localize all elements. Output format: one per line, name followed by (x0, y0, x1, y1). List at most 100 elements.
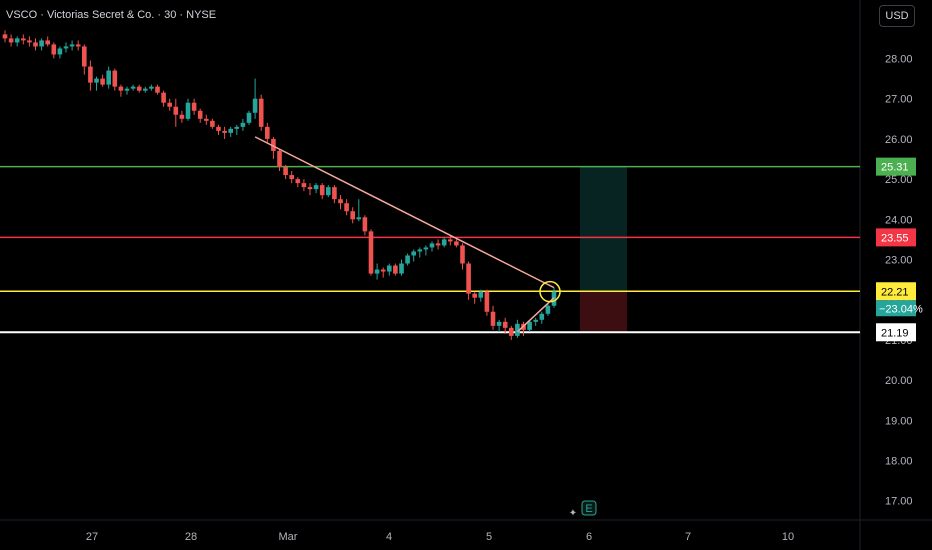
long-position-box (580, 166, 627, 333)
earnings-marker-label: E (585, 503, 592, 515)
candle-body (88, 66, 93, 83)
candle-body (210, 120, 215, 127)
highlight-circle (539, 280, 561, 303)
time-axis: 27 28 Mar 4 5 6 7 10 (86, 531, 794, 543)
candle-body (545, 305, 551, 314)
candle-body (295, 179, 301, 184)
candle-body (417, 249, 423, 252)
candle-body (319, 185, 325, 196)
price-tick-label: 26.00 (885, 134, 913, 146)
price-tick-label: 24.00 (885, 214, 913, 226)
candle-body (429, 243, 435, 248)
candle-body (350, 211, 355, 220)
candle-body (509, 327, 514, 336)
price-tick-label: 25.00 (885, 174, 913, 186)
candle-body (57, 48, 63, 55)
candle-body (2, 34, 8, 39)
candle-body (51, 44, 57, 55)
candle-body (179, 114, 185, 119)
candle-body (204, 118, 209, 121)
candle-body (301, 183, 307, 188)
price-tag-support (876, 323, 916, 342)
candle-body (112, 70, 118, 87)
candle-body (539, 313, 545, 320)
candle-body (21, 38, 26, 41)
candle-body (100, 78, 105, 85)
time-tick-label: 7 (685, 531, 691, 543)
candle-body (307, 187, 313, 190)
candle-body (289, 175, 294, 180)
candle-body (45, 40, 50, 45)
candle-body (362, 217, 368, 232)
candle-body (216, 126, 221, 131)
price-tag-resistance-label: 25.31 (881, 162, 909, 174)
candle-body (374, 269, 380, 274)
time-tick-label: 28 (185, 531, 197, 543)
price-tick-label: 19.00 (885, 415, 913, 427)
candle-body (143, 88, 148, 91)
candle-body (460, 245, 465, 264)
price-tick-label: 20.00 (885, 375, 913, 387)
candle-body (484, 291, 490, 312)
earnings-marker-icon (581, 500, 597, 516)
candle-body (185, 102, 191, 119)
currency-button[interactable]: USD (879, 5, 915, 27)
price-tags: 25.31 23.55 22.21 −23.04% 21.19 (876, 157, 923, 342)
time-tick-label: 10 (782, 531, 794, 543)
candle-body (94, 78, 99, 83)
candle-body (527, 321, 532, 330)
candle-body (423, 247, 429, 250)
candle-body (252, 98, 258, 113)
candle-body (326, 187, 331, 196)
candle-body (124, 88, 130, 91)
candle-body (222, 130, 227, 133)
candle-body (490, 311, 496, 326)
candle-body (63, 46, 69, 49)
candle-body (356, 217, 362, 220)
candle-body (448, 239, 453, 242)
price-tick-label: 28.00 (885, 54, 913, 66)
candle-body (155, 86, 160, 93)
price-tag-support-label: 21.19 (881, 327, 909, 339)
price-tick-label: 23.00 (885, 255, 913, 267)
candle-body (246, 112, 252, 123)
candle-body (313, 185, 319, 190)
candle-body (161, 92, 166, 103)
price-axis: 17.0018.0019.0020.0021.0022.0023.0024.00… (885, 54, 913, 508)
candle-body (33, 42, 38, 47)
time-tick-label: Mar (279, 531, 298, 543)
price-tag-stop-label: 23.55 (881, 232, 909, 244)
price-tag-stop (876, 228, 916, 247)
candle-body (533, 319, 538, 322)
price-tick-label: 17.00 (885, 496, 913, 508)
candle-body (75, 44, 81, 47)
candle-body (283, 167, 288, 176)
horizontal-levels (0, 165, 860, 334)
candle-body (234, 126, 240, 129)
candle-body (478, 291, 484, 298)
candle-body (82, 46, 87, 67)
price-tick-label: 18.00 (885, 456, 913, 468)
candle-body (344, 203, 349, 212)
candle-body (136, 86, 142, 91)
candle-body (277, 150, 282, 168)
candle-body (39, 40, 44, 47)
sparkle-icon: ✦ (569, 508, 577, 519)
trendlines (254, 136, 555, 333)
price-tag-entry-change-label: −23.04% (879, 303, 923, 315)
time-tick-label: 27 (86, 531, 98, 543)
loss-zone (580, 291, 627, 333)
symbol-title: VSCO · Victorias Secret & Co. · 30 · NYS… (6, 9, 217, 21)
candle-body (258, 98, 264, 127)
candle-body (240, 122, 246, 127)
candles (2, 30, 557, 340)
candle-body (332, 187, 337, 200)
candle-body (118, 86, 124, 91)
candle-body (197, 110, 203, 119)
candle-body (405, 255, 410, 264)
chart-markers: E✦ (539, 280, 597, 519)
candle-body (466, 263, 471, 294)
candle-body (387, 265, 392, 272)
candle-body (8, 38, 14, 43)
